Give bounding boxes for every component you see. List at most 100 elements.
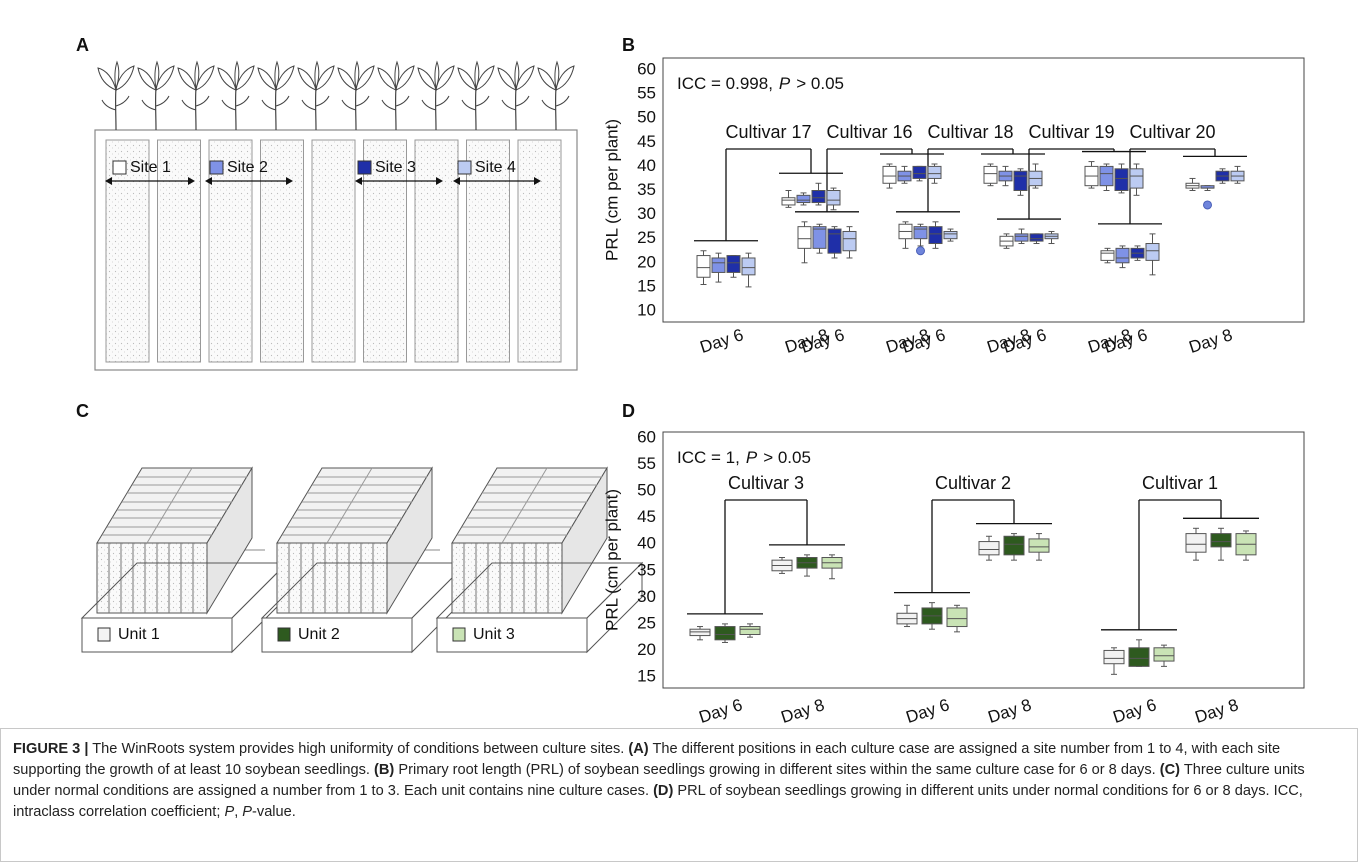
- y-tick-label: 15: [637, 666, 656, 685]
- box: [929, 227, 942, 244]
- seedling: [258, 62, 294, 130]
- box: [727, 256, 740, 273]
- box: [697, 256, 710, 278]
- y-tick-label: 45: [637, 132, 656, 151]
- box: [883, 166, 896, 183]
- y-tick-label: 35: [637, 180, 656, 199]
- box: [947, 608, 967, 627]
- x-tick-label: Day 6: [904, 695, 952, 727]
- box: [1100, 166, 1113, 185]
- box: [782, 198, 795, 205]
- y-tick-label: 20: [637, 252, 656, 271]
- caption-segment: (D): [653, 783, 673, 799]
- panel-label: D: [622, 401, 635, 421]
- seedling: [418, 62, 454, 130]
- box: [812, 191, 825, 203]
- box: [1014, 171, 1027, 190]
- box: [1154, 648, 1174, 661]
- caption-segment: Primary root length (PRL) of soybean see…: [394, 762, 1159, 778]
- box: [1115, 169, 1128, 191]
- box: [1030, 234, 1043, 241]
- x-tick-label: Day 8: [779, 695, 827, 727]
- box: [979, 542, 999, 555]
- box: [944, 231, 957, 238]
- box: [827, 191, 840, 205]
- seedling: [138, 62, 174, 130]
- y-tick-label: 55: [637, 84, 656, 103]
- annotation-part: ICC = 0.998,: [677, 74, 773, 93]
- box: [690, 629, 710, 635]
- y-tick-label: 45: [637, 507, 656, 526]
- y-axis-label: PRL (cm per plant): [602, 119, 621, 261]
- caption-segment: -value.: [252, 804, 296, 820]
- y-tick-label: 15: [637, 276, 656, 295]
- caption-segment: (B): [374, 762, 394, 778]
- culture-strip: [415, 140, 458, 362]
- box: [928, 166, 941, 178]
- y-tick-label: 25: [637, 228, 656, 247]
- box: [1101, 251, 1114, 261]
- caption-segment: (C): [1160, 762, 1180, 778]
- y-tick-label: 40: [637, 156, 656, 175]
- annotation-part: ICC = 1,: [677, 448, 740, 467]
- box: [828, 229, 841, 253]
- box: [1146, 244, 1159, 261]
- box: [797, 195, 810, 202]
- figure-caption: FIGURE 3 | The WinRoots system provides …: [0, 728, 1358, 862]
- y-tick-label: 60: [637, 59, 656, 78]
- box: [715, 627, 735, 640]
- y-tick-label: 40: [637, 534, 656, 553]
- annotation-part: > 0.05: [796, 74, 844, 93]
- culture-strip: [518, 140, 561, 362]
- y-tick-label: 50: [637, 108, 656, 127]
- legend-swatch: [453, 628, 465, 641]
- legend-label: Unit 1: [118, 626, 160, 643]
- box: [1211, 534, 1231, 547]
- legend-swatch: [98, 628, 110, 641]
- box: [813, 227, 826, 249]
- legend-label: Site 4: [475, 159, 516, 176]
- box: [843, 231, 856, 250]
- annotation-part: > 0.05: [763, 448, 811, 467]
- group-label: Cultivar 18: [927, 122, 1013, 142]
- y-tick-label: 25: [637, 613, 656, 632]
- caption-segment: The WinRoots system provides high unifor…: [88, 741, 628, 757]
- x-tick-label: Day 6: [697, 695, 745, 727]
- group-label: Cultivar 17: [725, 122, 811, 142]
- box: [1129, 648, 1149, 667]
- seedling: [338, 62, 374, 130]
- figure: A B C D Site 1Site 2Site 3Site 4Unit 1Un…: [0, 0, 1358, 728]
- legend-swatch: [278, 628, 290, 641]
- x-tick-label: Day 8: [1193, 695, 1241, 727]
- culture-strip: [312, 140, 355, 362]
- box: [914, 227, 927, 239]
- group-label: Cultivar 2: [935, 473, 1011, 493]
- group-label: Cultivar 20: [1129, 122, 1215, 142]
- seedling: [218, 62, 254, 130]
- seedling: [458, 62, 494, 130]
- y-tick-label: 60: [637, 427, 656, 446]
- culture-case-illustration: [95, 62, 577, 370]
- group-label: Cultivar 3: [728, 473, 804, 493]
- page: A B C D Site 1Site 2Site 3Site 4Unit 1Un…: [0, 0, 1358, 862]
- annotation-part: P: [779, 74, 791, 93]
- box: [1015, 234, 1028, 241]
- box: [712, 258, 725, 272]
- box: [1130, 169, 1143, 188]
- legend-label: Site 1: [130, 159, 171, 176]
- caption-segment: FIGURE 3 |: [13, 741, 88, 757]
- box: [740, 627, 760, 635]
- seedling: [498, 62, 534, 130]
- culture-units-illustration: [82, 468, 642, 652]
- seedling: [298, 62, 334, 130]
- annotation: ICC = 1,P> 0.05: [677, 448, 811, 467]
- caption-segment: P: [242, 804, 252, 820]
- box: [742, 258, 755, 275]
- box: [1029, 539, 1049, 552]
- y-tick-label: 50: [637, 481, 656, 500]
- group-label: Cultivar 19: [1028, 122, 1114, 142]
- y-tick-label: 35: [637, 560, 656, 579]
- y-tick-label: 10: [637, 300, 656, 319]
- seedling: [98, 62, 134, 130]
- panel-label: A: [76, 35, 89, 55]
